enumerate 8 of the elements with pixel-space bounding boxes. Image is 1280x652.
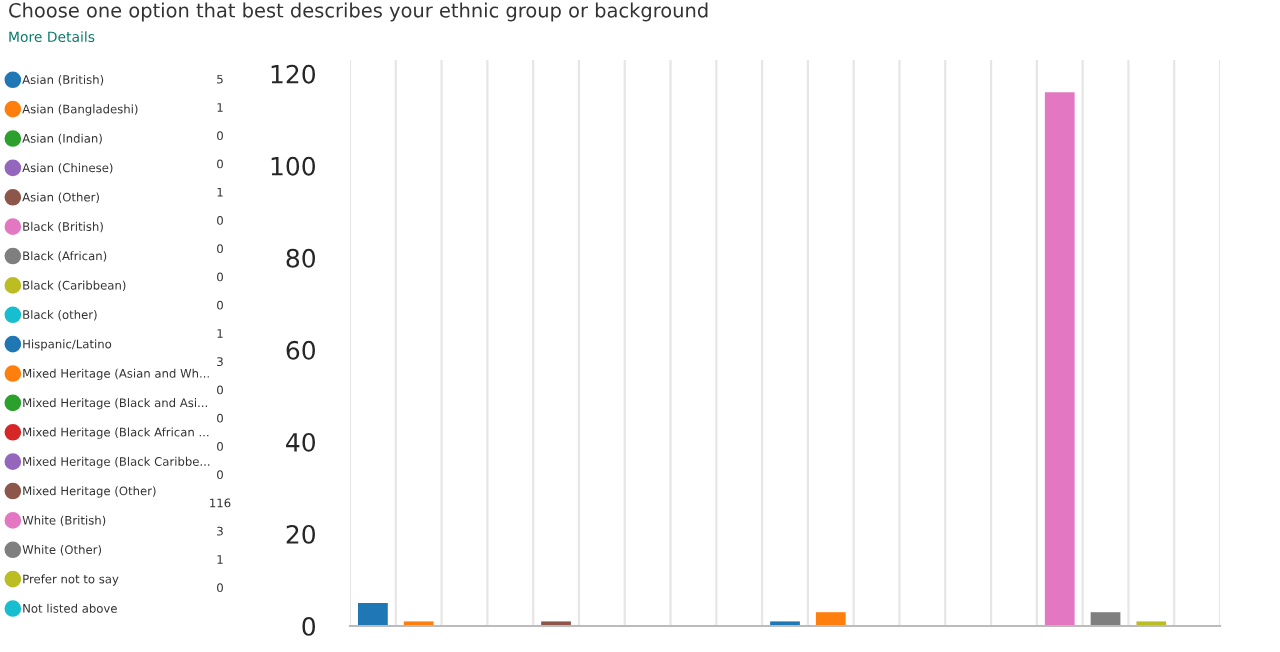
y-tick-label: 0 [302,616,316,636]
y-tick-label: 80 [286,248,316,268]
y-tick-label: 100 [271,156,316,176]
y-tick-label: 60 [286,340,316,360]
y-tick-label: 120 [271,64,316,84]
y-tick-label: 20 [286,524,316,544]
y-tick-label: 40 [286,432,316,452]
chart-title: Choose one option that best describes your ethnic group or background [9,2,708,22]
